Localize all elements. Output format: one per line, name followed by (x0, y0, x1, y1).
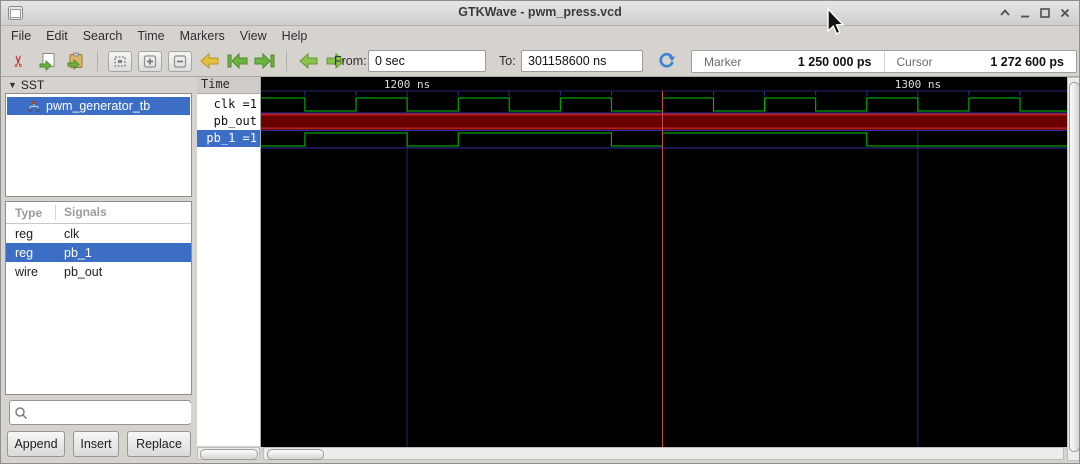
zoom-in-button[interactable] (138, 50, 162, 72)
search-input[interactable] (32, 402, 191, 423)
cursor-value: 1 272 600 ps (990, 54, 1064, 69)
sst-header[interactable]: ▼ SST (3, 77, 193, 93)
signal-type: wire (15, 264, 38, 279)
sst-tree: pwm_generator_tb (5, 93, 192, 197)
reload-icon[interactable] (656, 51, 676, 76)
sst-header-label: SST (20, 78, 45, 92)
toolbar-separator (97, 51, 98, 71)
close-button[interactable] (1057, 5, 1073, 21)
zoom-undo-icon[interactable] (198, 52, 220, 70)
menu-time[interactable]: Time (137, 29, 165, 43)
svg-text:1200 ns: 1200 ns (384, 78, 430, 91)
signal-search-box (9, 400, 191, 425)
marker-cursor-box: Marker 1 250 000 ps Cursor 1 272 600 ps (691, 50, 1077, 73)
shade-button[interactable] (997, 5, 1013, 21)
maximize-button[interactable] (1037, 5, 1053, 21)
menu-view[interactable]: View (239, 29, 267, 43)
signals-table-header: Type Signals (6, 202, 191, 224)
signal-type: reg (15, 245, 34, 260)
marker-label: Marker (704, 54, 742, 69)
from-input[interactable] (368, 50, 486, 72)
wave-hscrollbar[interactable] (263, 447, 1064, 460)
toolbar: ✂ (1, 47, 1079, 77)
collapse-triangle-icon: ▼ (8, 80, 17, 90)
append-button[interactable]: Append (7, 431, 65, 457)
name-row-clk[interactable]: clk =1 (213, 97, 257, 111)
hierarchy-icon (28, 100, 40, 112)
wave-hscrollbar-thumb[interactable] (267, 449, 324, 460)
time-header: Time (197, 77, 261, 94)
toolbar-separator (286, 51, 287, 71)
name-row-pb-out[interactable]: pb_out =x (213, 114, 257, 145)
zoom-out-button[interactable] (168, 50, 192, 72)
menu-bar: File Edit Search Time Markers View Help (1, 25, 1079, 47)
zoom-fit-button[interactable] (108, 50, 132, 72)
search-icon (15, 406, 28, 419)
zoom-to-start-icon[interactable] (226, 52, 248, 70)
names-hscrollbar-thumb[interactable] (200, 449, 258, 460)
table-row-clk[interactable]: reg clk (6, 224, 191, 243)
name-row-pb-1[interactable]: pb_1 =1 (197, 130, 260, 147)
type-column-header: Type (15, 205, 43, 220)
signals-table: Type Signals reg clk reg pb_1 wire pb_ou… (5, 201, 192, 395)
cursor-label: Cursor (896, 54, 933, 69)
table-row-pb-1[interactable]: reg pb_1 (6, 243, 191, 262)
cut-traces-icon[interactable]: ✂ (11, 54, 28, 68)
signal-name: pb_out (64, 264, 103, 279)
replace-button[interactable]: Replace (127, 431, 191, 457)
table-row-pb-out[interactable]: wire pb_out (6, 262, 191, 281)
signal-names-panel: clk =1 pb_out =x pb_1 =1 (197, 94, 261, 446)
copy-traces-icon[interactable] (37, 52, 59, 71)
minimize-button[interactable] (1017, 5, 1033, 21)
insert-button[interactable]: Insert (73, 431, 119, 457)
title-bar: GTKWave - pwm_press.vcd (1, 1, 1079, 26)
to-label: To: (499, 54, 516, 68)
menu-file[interactable]: File (11, 29, 32, 43)
svg-text:1300 ns: 1300 ns (895, 78, 941, 91)
names-hscrollbar[interactable] (197, 447, 260, 460)
menu-help[interactable]: Help (281, 29, 308, 43)
menu-markers[interactable]: Markers (179, 29, 225, 43)
fetch-left-icon[interactable] (297, 52, 319, 70)
wave-vscrollbar-thumb[interactable] (1069, 82, 1079, 452)
signal-name: pb_1 (64, 245, 92, 260)
menu-edit[interactable]: Edit (46, 29, 68, 43)
waveform-canvas[interactable]: 1200 ns 1300 ns (261, 77, 1067, 447)
marker-value: 1 250 000 ps (797, 54, 872, 69)
paste-traces-icon[interactable] (65, 52, 87, 70)
to-input[interactable] (521, 50, 643, 72)
tree-item-label: pwm_generator_tb (46, 99, 151, 113)
window-title: GTKWave - pwm_press.vcd (458, 5, 622, 19)
signal-type: reg (15, 226, 34, 241)
from-label: From: (334, 54, 367, 68)
zoom-to-end-icon[interactable] (254, 52, 276, 70)
fetch-right-icon[interactable] (325, 52, 347, 70)
signals-column-header: Signals (55, 205, 107, 220)
wave-vscrollbar[interactable] (1067, 77, 1079, 461)
tree-item-pwm-generator-tb[interactable]: pwm_generator_tb (7, 97, 190, 115)
menu-search[interactable]: Search (82, 29, 123, 43)
signal-name: clk (64, 226, 80, 241)
app-icon (8, 6, 23, 20)
